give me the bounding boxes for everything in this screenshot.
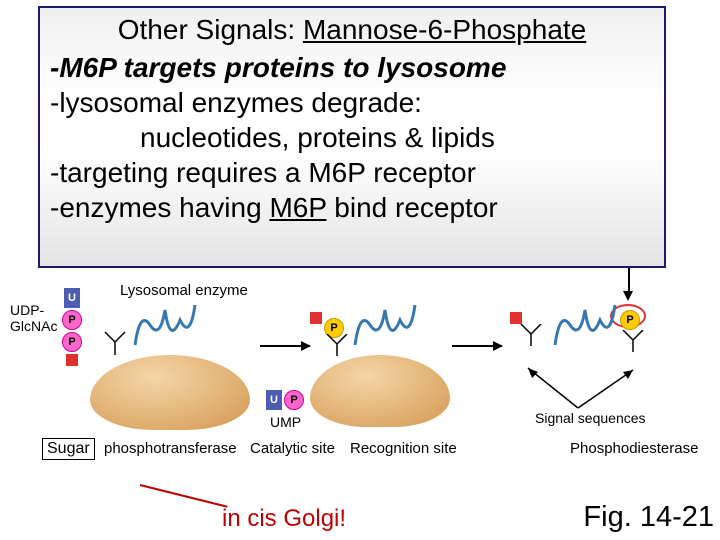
- line-5-underlined: M6P: [269, 192, 326, 223]
- red-square-icon: [510, 312, 522, 324]
- figure-number: Fig. 14-21: [583, 501, 714, 534]
- red-square-icon: [66, 354, 78, 366]
- line-3: nucleotides, proteins & lipids: [50, 120, 654, 155]
- glycan-icon: [100, 330, 130, 355]
- glycan-icon: [516, 324, 546, 346]
- phosphodiesterase-label: Phosphodiesterase: [570, 440, 698, 457]
- glycan-icon: [322, 334, 352, 356]
- line-4: -targeting requires a M6P receptor: [50, 155, 654, 190]
- reaction-diagram: UDP- GlcNAc Lysosomal enzyme U P P P U P…: [10, 280, 710, 460]
- pointer-line: [628, 268, 630, 292]
- glycan-icon: [618, 330, 648, 352]
- sugar-label: Sugar: [42, 438, 95, 460]
- p-pink-icon: P: [62, 310, 82, 330]
- enzyme-squiggle-icon: [350, 300, 420, 350]
- line-5-prefix: -enzymes having: [50, 192, 269, 223]
- phosphotransferase-label: phosphotransferase: [104, 440, 237, 457]
- p-pink-icon: P: [284, 390, 304, 410]
- u-box-icon: U: [266, 390, 282, 410]
- line-5-suffix: bind receptor: [327, 192, 498, 223]
- recognition-site-label: Recognition site: [350, 440, 457, 457]
- arrow-icon: [452, 345, 502, 347]
- golgi-annotation: in cis Golgi!: [222, 505, 346, 533]
- udp-glcnac-label: UDP- GlcNAc: [10, 302, 57, 334]
- u-box-icon: U: [64, 288, 80, 308]
- red-square-icon: [310, 312, 322, 324]
- enzyme-blob-icon: [90, 355, 250, 430]
- p-yellow-icon: P: [620, 310, 640, 330]
- ump-label: UMP: [270, 414, 301, 430]
- panel-1: [90, 300, 270, 430]
- title-underlined: Mannose-6-Phosphate: [303, 14, 586, 45]
- signal-arrows-icon: [508, 358, 648, 413]
- enzyme-squiggle-icon: [130, 300, 200, 350]
- panel-2: P: [310, 300, 460, 430]
- line-1: -M6P targets proteins to lysosome: [50, 50, 654, 85]
- line-5: -enzymes having M6P bind receptor: [50, 190, 654, 225]
- golgi-pointer-line: [140, 484, 228, 508]
- line-2: -lysosomal enzymes degrade:: [50, 85, 654, 120]
- lysosomal-enzyme-label: Lysosomal enzyme: [120, 282, 248, 299]
- arrow-icon: [260, 345, 310, 347]
- enzyme-blob-icon: [310, 355, 450, 427]
- p-pink-icon: P: [62, 332, 82, 352]
- catalytic-site-label: Catalytic site: [250, 440, 335, 457]
- info-text-box: Other Signals: Mannose-6-Phosphate -M6P …: [38, 6, 666, 268]
- title: Other Signals: Mannose-6-Phosphate: [50, 14, 654, 46]
- title-prefix: Other Signals:: [118, 14, 303, 45]
- enzyme-squiggle-icon: [550, 300, 620, 350]
